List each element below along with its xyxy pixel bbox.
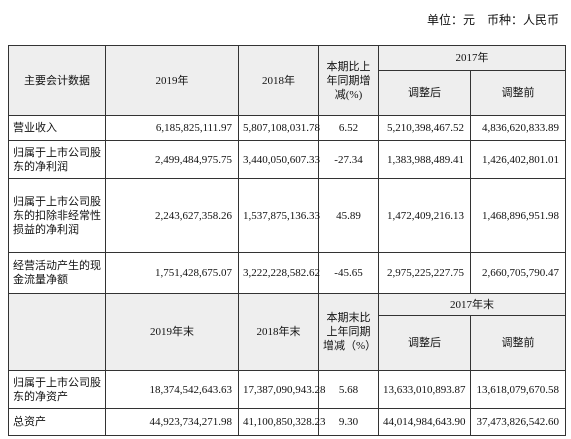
value-cell: 2,499,484,975.75 [105, 140, 239, 179]
table-row: 经营活动产生的现金流量净额 1,751,428,675.07 3,222,228,5… [8, 252, 566, 294]
value-cell: 2,660,705,790.47 [470, 252, 566, 294]
value-cell: 44,923,734,271.98 [105, 408, 239, 436]
value-cell: -45.65 [318, 252, 379, 294]
row-label: 归属于上市公司股东的净利润 [8, 140, 106, 179]
row-label: 归属于上市公司股东的净资产 [8, 370, 106, 409]
header-cell: 2018年 [238, 45, 319, 116]
value-cell: 4,836,620,833.89 [470, 115, 566, 141]
value-cell: 44,014,984,643.90 [378, 408, 471, 436]
value-cell: 9.30 [318, 408, 379, 436]
table-row: 调整后 调整前 [9, 70, 566, 116]
value-cell: 3,440,050,607.33 [238, 140, 320, 179]
financial-table: 主要会计数据 2019年 2018年 本期比上年同期增减(%) 2017年 调整后 调整前营… [8, 45, 566, 436]
header-group: 2017年 [378, 45, 566, 71]
table-row: 归属于上市公司股东的净资产 18,374,542,643.63 17,387,090… [8, 370, 566, 409]
value-cell: 2,975,225,227.75 [378, 252, 471, 294]
value-cell: 37,473,826,542.60 [470, 408, 566, 436]
table-row: 营业收入 6,185,825,111.97 5,807,108,031.78 6.52… [8, 115, 566, 141]
value-cell: 5,807,108,031.78 [238, 115, 320, 141]
value-cell: 45.89 [318, 178, 379, 253]
value-cell: 1,472,409,216.13 [378, 178, 471, 253]
header-cell: 主要会计数据 [8, 45, 106, 116]
table-row: 调整后 调整前 [9, 315, 566, 371]
row-label: 总资产 [8, 408, 106, 436]
value-cell: 3,222,228,582.62 [238, 252, 320, 294]
value-cell: 18,374,542,643.63 [105, 370, 239, 409]
header-cell: 调整后 [378, 70, 471, 116]
header-group: 2017年末 [378, 293, 566, 316]
header-cell: 调整后 [378, 315, 471, 371]
value-cell: 1,468,896,951.98 [470, 178, 566, 253]
table-row: 总资产 44,923,734,271.98 41,100,850,328.23 9.3… [8, 408, 566, 436]
table-row: 归属于上市公司股东的扣除非经常性损益的净利润 2,243,627,358.26 1,… [8, 178, 566, 253]
header-cell: 2019年 [105, 45, 239, 116]
value-cell: 6,185,825,111.97 [105, 115, 239, 141]
header-cell: 调整前 [470, 70, 566, 116]
value-cell: 6.52 [318, 115, 379, 141]
header-cell: 2019年末 [105, 293, 239, 371]
value-cell: 1,751,428,675.07 [105, 252, 239, 294]
table-row: 归属于上市公司股东的净利润 2,499,484,975.75 3,440,050,6… [8, 140, 566, 179]
table-row: 2019年末 2018年末 本期末比上年同期增减（%） 2017年末 [8, 293, 566, 371]
table-row: 主要会计数据 2019年 2018年 本期比上年同期增减(%) 2017年 [8, 45, 566, 116]
value-cell: 41,100,850,328.23 [238, 408, 326, 436]
value-cell: 1,383,988,489.41 [378, 140, 471, 179]
value-cell: -27.34 [318, 140, 379, 179]
header-cell: 本期末比上年同期增减（%） [318, 293, 379, 371]
value-cell: 17,387,090,943.28 [238, 370, 326, 409]
value-cell: 5.68 [318, 370, 379, 409]
header-cell: 2018年末 [238, 293, 319, 371]
value-cell: 2,243,627,358.26 [105, 178, 239, 253]
unit-note: 单位：元 币种：人民币 [426, 13, 559, 27]
header-cell: 本期比上年同期增减(%) [318, 45, 379, 116]
value-cell: 1,537,875,136.33 [238, 178, 320, 253]
header-cell [8, 293, 106, 371]
value-cell: 13,633,010,893.87 [378, 370, 471, 409]
row-label: 归属于上市公司股东的扣除非经常性损益的净利润 [8, 178, 106, 253]
value-cell: 1,426,402,801.01 [470, 140, 566, 179]
value-cell: 13,618,079,670.58 [470, 370, 566, 409]
row-label: 经营活动产生的现金流量净额 [8, 252, 106, 294]
header-cell: 调整前 [470, 315, 566, 371]
row-label: 营业收入 [8, 115, 106, 141]
value-cell: 5,210,398,467.52 [378, 115, 471, 141]
